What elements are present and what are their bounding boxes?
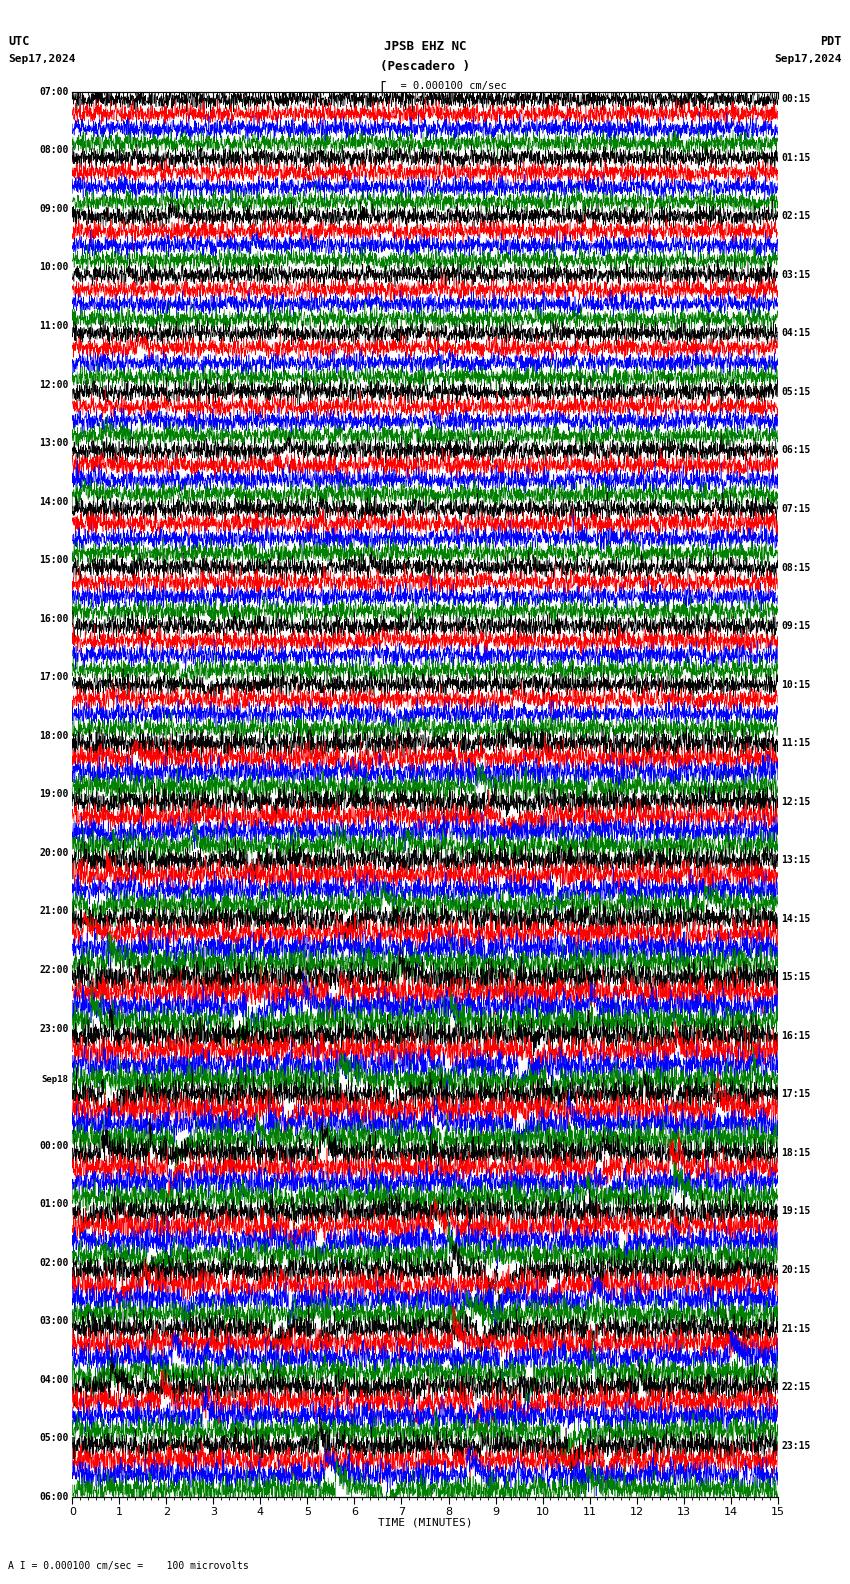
Text: 23:15: 23:15	[781, 1441, 811, 1451]
Text: 08:15: 08:15	[781, 562, 811, 572]
Text: 21:00: 21:00	[39, 906, 69, 917]
Text: 16:15: 16:15	[781, 1031, 811, 1041]
Text: 05:00: 05:00	[39, 1434, 69, 1443]
Text: 04:15: 04:15	[781, 328, 811, 339]
Text: JPSB EHZ NC: JPSB EHZ NC	[383, 40, 467, 52]
Text: 11:15: 11:15	[781, 738, 811, 748]
Text: 19:00: 19:00	[39, 789, 69, 800]
Text: 06:00: 06:00	[39, 1492, 69, 1502]
Text: = 0.000100 cm/sec: = 0.000100 cm/sec	[388, 81, 507, 90]
Text: 18:15: 18:15	[781, 1148, 811, 1158]
Text: 18:00: 18:00	[39, 730, 69, 741]
Text: 14:15: 14:15	[781, 914, 811, 923]
Text: 00:15: 00:15	[781, 93, 811, 105]
Text: 21:15: 21:15	[781, 1324, 811, 1334]
Text: 20:15: 20:15	[781, 1266, 811, 1275]
Text: A I = 0.000100 cm/sec =    100 microvolts: A I = 0.000100 cm/sec = 100 microvolts	[8, 1562, 249, 1571]
Text: 12:00: 12:00	[39, 380, 69, 390]
Text: 16:00: 16:00	[39, 613, 69, 624]
Text: Sep17,2024: Sep17,2024	[8, 54, 76, 63]
Text: 22:15: 22:15	[781, 1383, 811, 1392]
Text: 02:00: 02:00	[39, 1258, 69, 1267]
Text: 10:15: 10:15	[781, 680, 811, 689]
Text: 01:15: 01:15	[781, 152, 811, 163]
Text: 07:15: 07:15	[781, 504, 811, 513]
Text: 11:00: 11:00	[39, 322, 69, 331]
Text: 12:15: 12:15	[781, 797, 811, 806]
Text: 00:00: 00:00	[39, 1140, 69, 1150]
Text: 09:00: 09:00	[39, 204, 69, 214]
Text: 20:00: 20:00	[39, 847, 69, 859]
Text: ⎡: ⎡	[379, 81, 387, 97]
Text: PDT: PDT	[820, 35, 842, 48]
Text: 06:15: 06:15	[781, 445, 811, 456]
Text: 13:15: 13:15	[781, 855, 811, 865]
Text: 10:00: 10:00	[39, 263, 69, 272]
Text: 19:15: 19:15	[781, 1207, 811, 1217]
Text: 23:00: 23:00	[39, 1023, 69, 1033]
Text: UTC: UTC	[8, 35, 30, 48]
Text: 22:00: 22:00	[39, 965, 69, 976]
Text: 08:00: 08:00	[39, 146, 69, 155]
Text: 13:00: 13:00	[39, 439, 69, 448]
Text: 15:00: 15:00	[39, 556, 69, 565]
Text: 04:00: 04:00	[39, 1375, 69, 1384]
Text: 03:00: 03:00	[39, 1316, 69, 1326]
Text: 17:00: 17:00	[39, 672, 69, 683]
Text: Sep17,2024: Sep17,2024	[774, 54, 842, 63]
Text: 17:15: 17:15	[781, 1090, 811, 1099]
Text: Sep18: Sep18	[42, 1076, 69, 1085]
Text: 15:15: 15:15	[781, 973, 811, 982]
Text: 14:00: 14:00	[39, 497, 69, 507]
Text: 07:00: 07:00	[39, 87, 69, 97]
Text: 09:15: 09:15	[781, 621, 811, 630]
Text: 05:15: 05:15	[781, 386, 811, 398]
Text: 01:00: 01:00	[39, 1199, 69, 1209]
Text: (Pescadero ): (Pescadero )	[380, 60, 470, 73]
Text: 02:15: 02:15	[781, 211, 811, 222]
Text: 03:15: 03:15	[781, 269, 811, 280]
X-axis label: TIME (MINUTES): TIME (MINUTES)	[377, 1517, 473, 1529]
